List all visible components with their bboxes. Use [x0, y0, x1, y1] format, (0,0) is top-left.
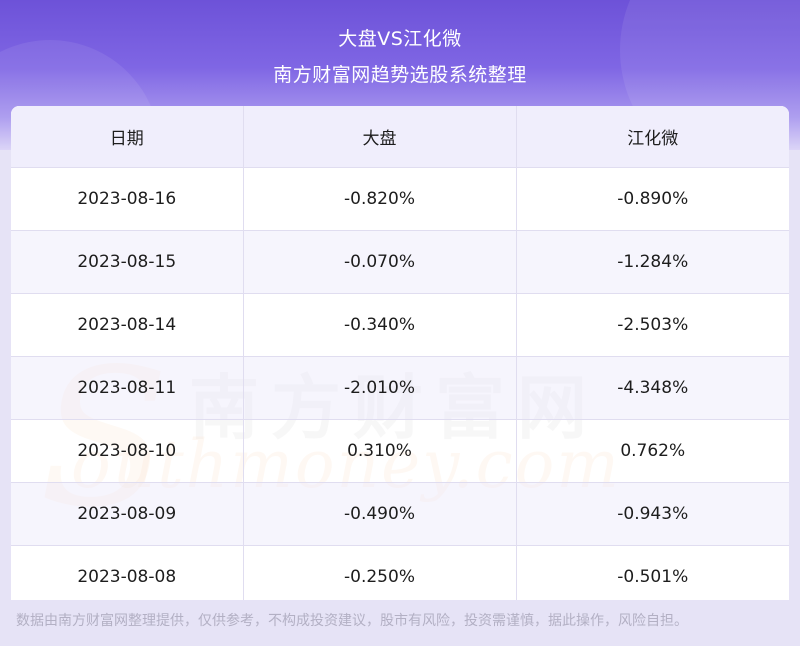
column-header-date: 日期: [11, 106, 244, 168]
table-row: 2023-08-16 -0.820% -0.890%: [11, 167, 789, 231]
cell-date: 2023-08-10: [11, 419, 244, 483]
comparison-table: 日期 大盘 江化微 2023-08-16 -0.820% -0.890% 202…: [11, 106, 789, 600]
cell-stock: -0.890%: [516, 167, 789, 231]
cell-stock: -4.348%: [516, 356, 789, 420]
cell-market: -0.070%: [243, 230, 517, 294]
cell-date: 2023-08-16: [11, 167, 244, 231]
cell-date: 2023-08-15: [11, 230, 244, 294]
cell-stock: -1.284%: [516, 230, 789, 294]
cell-stock: -0.943%: [516, 482, 789, 546]
cell-stock: -0.501%: [516, 545, 789, 600]
cell-market: -0.490%: [243, 482, 517, 546]
column-header-stock: 江化微: [516, 106, 789, 168]
cell-date: 2023-08-09: [11, 482, 244, 546]
column-header-market: 大盘: [243, 106, 517, 168]
cell-market: -2.010%: [243, 356, 517, 420]
cell-stock: 0.762%: [516, 419, 789, 483]
table-row: 2023-08-11 -2.010% -4.348%: [11, 356, 789, 420]
table-row: 2023-08-09 -0.490% -0.943%: [11, 482, 789, 546]
cell-stock: -2.503%: [516, 293, 789, 357]
disclaimer-text: 数据由南方财富网整理提供，仅供参考，不构成投资建议，股市有风险，投资需谨慎，据此…: [16, 613, 688, 629]
table-row: 2023-08-14 -0.340% -2.503%: [11, 293, 789, 357]
cell-market: -0.340%: [243, 293, 517, 357]
page-subtitle: 南方财富网趋势选股系统整理: [273, 64, 527, 86]
data-table-card: S 南方财富网 outhmoney.com 日期 大盘 江化微 2023-08-…: [11, 106, 789, 600]
cell-date: 2023-08-08: [11, 545, 244, 600]
cell-market: -0.250%: [243, 545, 517, 600]
table-row: 2023-08-08 -0.250% -0.501%: [11, 545, 789, 600]
cell-date: 2023-08-14: [11, 293, 244, 357]
table-row: 2023-08-10 0.310% 0.762%: [11, 419, 789, 483]
table-header-row: 日期 大盘 江化微: [11, 106, 789, 168]
cell-date: 2023-08-11: [11, 356, 244, 420]
table-row: 2023-08-15 -0.070% -1.284%: [11, 230, 789, 294]
page-title: 大盘VS江化微: [338, 28, 462, 50]
cell-market: 0.310%: [243, 419, 517, 483]
cell-market: -0.820%: [243, 167, 517, 231]
